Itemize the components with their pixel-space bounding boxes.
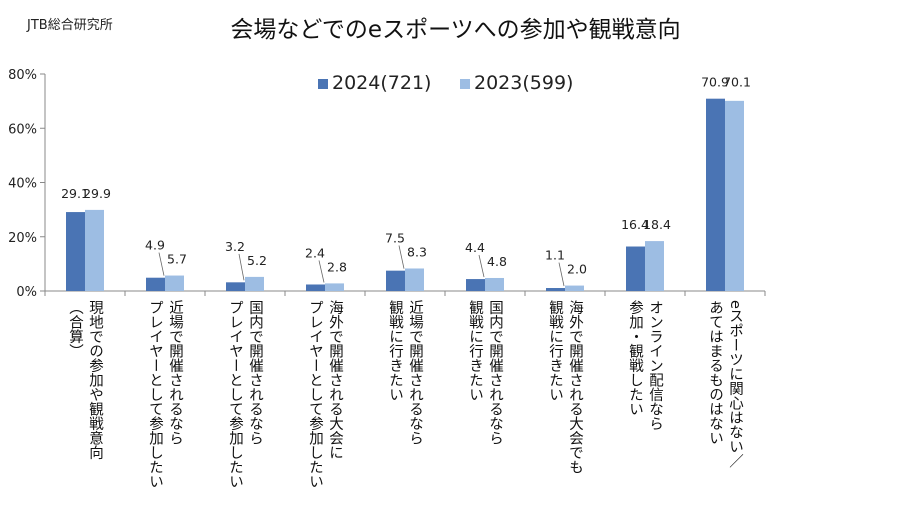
data-label-2023: 29.9	[83, 186, 111, 201]
data-label-2023: 2.8	[327, 259, 347, 274]
bar-2023-7	[645, 241, 664, 291]
bar-2023-0	[85, 209, 104, 291]
legend-swatch	[460, 79, 470, 89]
data-label-2024: 29.1	[61, 186, 89, 201]
y-tick-label: 0%	[16, 285, 37, 300]
legend-label: 2024(721)	[332, 72, 431, 94]
leader-line	[478, 254, 485, 278]
bar-2024-5	[466, 279, 485, 291]
data-label-2023: 8.3	[407, 244, 427, 259]
bar-2024-4	[386, 270, 405, 291]
x-category-label: オンライン配信なら 参加・観戦したい	[627, 300, 663, 431]
bar-2023-2	[245, 276, 264, 291]
bar-2024-3	[306, 284, 325, 291]
bar-2024-8	[706, 98, 725, 291]
bar-2023-8	[725, 100, 744, 291]
x-category-label: 国内で開催されるなら プレイヤーとして参加したい	[227, 300, 263, 489]
data-label-2024: 3.2	[225, 239, 245, 254]
bar-2024-6	[546, 288, 565, 291]
data-label-2024: 4.9	[145, 238, 165, 253]
bar-2023-4	[405, 268, 424, 291]
leader-line	[318, 260, 325, 283]
data-label-2024: 70.9	[701, 75, 729, 90]
data-label-2024: 16.4	[621, 217, 649, 232]
bar-2023-6	[565, 285, 584, 291]
leader-line	[398, 245, 405, 269]
leader-line	[558, 262, 565, 287]
legend-swatch	[318, 79, 328, 89]
data-label-2024: 1.1	[545, 248, 565, 263]
source-label: JTB総合研究所	[27, 18, 113, 33]
y-tick-label: 40%	[8, 177, 37, 192]
x-category-label: 海外で開催される大会に プレイヤーとして参加したい	[307, 300, 343, 489]
x-category-label: 国内で開催されるなら 観戦に行きたい	[467, 300, 503, 445]
leader-line	[158, 252, 165, 276]
data-label-2023: 5.7	[167, 252, 187, 267]
data-label-2023: 5.2	[247, 253, 267, 268]
bar-2024-0	[66, 212, 85, 291]
y-tick-label: 60%	[8, 122, 37, 137]
chart-bars	[66, 98, 744, 291]
x-category-label: 近場で開催されるなら 観戦に行きたい	[387, 300, 423, 445]
data-label-2023: 4.8	[487, 254, 507, 269]
bar-2023-5	[485, 277, 504, 291]
x-category-label: 海外で開催される大会でも 観戦に行きたい	[547, 300, 583, 474]
chart-data-labels: 29.129.9 4.95.7 3.25.2 2.42.8 7.58.3 4.44.8 1.…	[61, 75, 751, 287]
chart-title: 会場などでのeスポーツへの参加や観戦意向	[230, 17, 681, 43]
data-label-2024: 4.4	[465, 240, 485, 255]
y-tick-label: 20%	[8, 231, 37, 246]
bar-2024-2	[226, 282, 245, 291]
bar-2024-1	[146, 277, 165, 291]
data-label-2023: 2.0	[567, 262, 587, 277]
bar-2023-1	[165, 275, 184, 291]
bar-2024-7	[626, 246, 645, 291]
data-label-2023: 70.1	[723, 75, 751, 90]
data-label-2023: 18.4	[643, 217, 671, 232]
y-tick-label: 80%	[8, 68, 37, 83]
data-label-2024: 2.4	[305, 245, 325, 260]
bar-2023-3	[325, 283, 344, 291]
leader-line	[238, 253, 245, 281]
data-label-2024: 7.5	[385, 230, 405, 245]
legend-label: 2023(599)	[474, 72, 573, 94]
x-category-label: 現地での参加や観戦意向 （合算）	[67, 300, 103, 460]
x-category-label: eスポーツに関心はない／ あてはまるものはない	[707, 300, 743, 469]
chart-legend: 2024(721) 2023(599)	[318, 72, 573, 94]
x-category-label: 近場で開催されるなら プレイヤーとして参加したい	[147, 300, 183, 489]
